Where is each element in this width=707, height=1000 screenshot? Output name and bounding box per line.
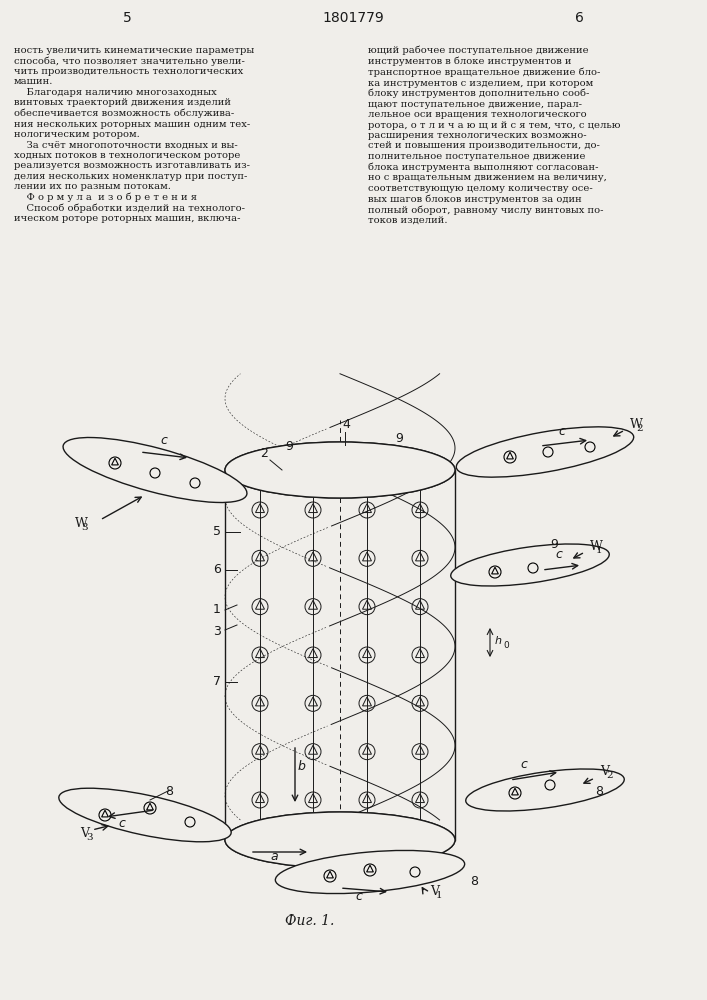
Text: 5: 5 xyxy=(213,525,221,538)
Text: 3: 3 xyxy=(213,625,221,638)
Text: ющий рабочее поступательное движение
инструментов в блоке инструментов и
транспо: ющий рабочее поступательное движение инс… xyxy=(368,46,620,225)
Text: 7: 7 xyxy=(213,675,221,688)
Text: 8: 8 xyxy=(595,785,603,798)
Ellipse shape xyxy=(59,788,231,842)
Text: 6: 6 xyxy=(575,11,584,25)
Ellipse shape xyxy=(63,438,247,502)
Text: 1: 1 xyxy=(596,546,602,555)
Text: W: W xyxy=(630,418,643,431)
Text: 2: 2 xyxy=(636,424,643,433)
Text: Фиг. 1.: Фиг. 1. xyxy=(286,914,334,928)
Text: c: c xyxy=(558,425,565,438)
Ellipse shape xyxy=(225,812,455,868)
Text: c: c xyxy=(555,548,562,561)
Text: c: c xyxy=(118,817,125,830)
Text: V: V xyxy=(600,765,609,778)
Text: V: V xyxy=(430,885,439,898)
Text: W: W xyxy=(590,540,603,553)
Text: 9: 9 xyxy=(395,432,403,445)
Text: 6: 6 xyxy=(213,563,221,576)
Text: 5: 5 xyxy=(123,11,132,25)
Ellipse shape xyxy=(456,427,633,477)
Text: ность увеличить кинематические параметры
способа, что позволяет значительно увел: ность увеличить кинематические параметры… xyxy=(14,46,255,223)
Text: a: a xyxy=(270,850,278,863)
Text: 3: 3 xyxy=(86,833,93,842)
Text: c: c xyxy=(160,434,167,447)
Text: b: b xyxy=(298,760,306,773)
Text: c: c xyxy=(520,758,527,771)
Text: W: W xyxy=(75,517,88,530)
Ellipse shape xyxy=(225,442,455,498)
Ellipse shape xyxy=(225,442,455,498)
Ellipse shape xyxy=(451,544,609,586)
Ellipse shape xyxy=(466,769,624,811)
Ellipse shape xyxy=(275,850,464,894)
Text: c: c xyxy=(355,890,362,903)
Text: 9: 9 xyxy=(550,538,558,551)
Text: h: h xyxy=(495,636,502,646)
Text: 0: 0 xyxy=(503,641,509,650)
Text: 8: 8 xyxy=(165,785,173,798)
Text: 1: 1 xyxy=(213,603,221,616)
Text: 8: 8 xyxy=(470,875,478,888)
Text: 2: 2 xyxy=(260,447,268,460)
Text: 4: 4 xyxy=(342,418,350,431)
Ellipse shape xyxy=(225,812,455,868)
Text: 9: 9 xyxy=(285,440,293,453)
Text: 2: 2 xyxy=(606,771,612,780)
Text: 3: 3 xyxy=(81,523,88,532)
Text: 1: 1 xyxy=(436,891,443,900)
Text: 1801779: 1801779 xyxy=(322,11,385,25)
Text: V: V xyxy=(80,827,89,840)
